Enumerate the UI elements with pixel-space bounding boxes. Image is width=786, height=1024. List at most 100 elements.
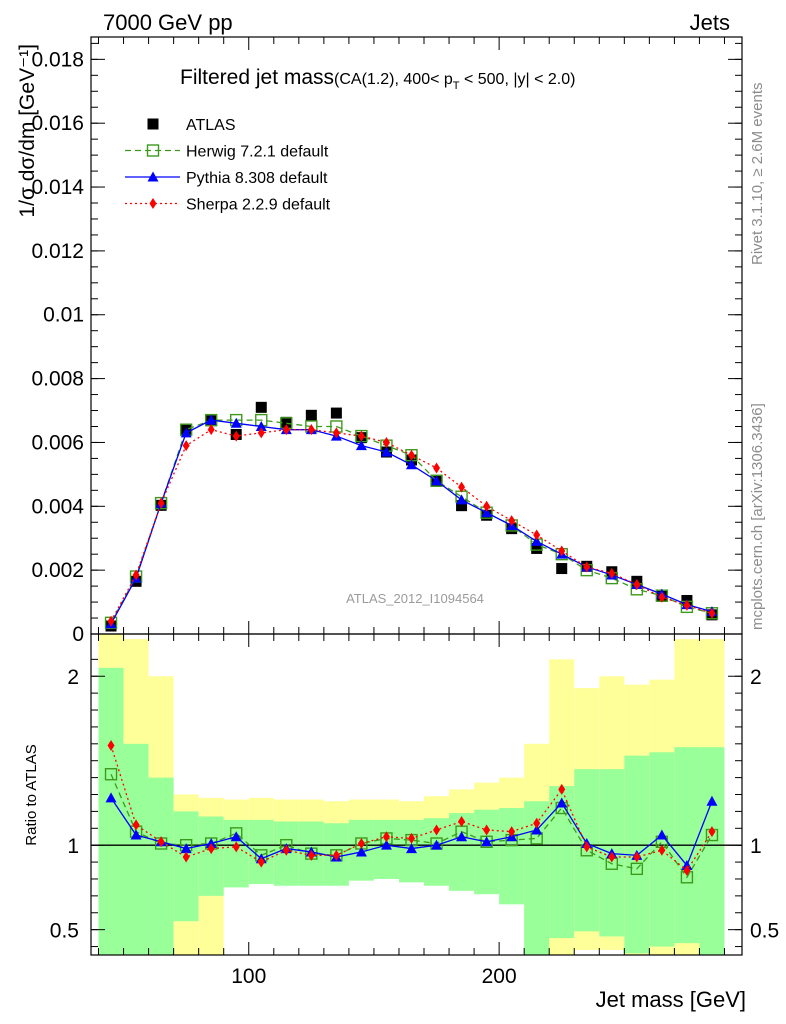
data-point <box>405 459 417 470</box>
main-series-group <box>104 401 719 632</box>
ratio-point <box>633 851 641 863</box>
data-point <box>132 569 140 581</box>
inner-band-bin <box>699 747 725 955</box>
data-point <box>483 500 491 512</box>
data-point <box>531 542 543 554</box>
y-tick-label: 0.018 <box>31 48 84 71</box>
ratio-series-group <box>91 740 742 884</box>
data-point <box>458 481 466 493</box>
ratio-tick-label-left: 1 <box>67 835 79 858</box>
inner-band-bin <box>549 786 575 939</box>
ratio-point <box>205 837 217 848</box>
ratio-point <box>107 740 115 752</box>
y-tick-label: 0.004 <box>31 495 84 518</box>
data-point <box>382 436 390 448</box>
data-point <box>708 607 716 619</box>
ratio-point <box>531 824 543 835</box>
ratio-point <box>458 816 466 828</box>
data-point <box>207 424 215 436</box>
chart-title: Filtered jet mass(CA(1.2), 400< pT < 500… <box>180 66 575 92</box>
data-point <box>157 497 165 509</box>
y-tick-label: 0.008 <box>31 368 84 391</box>
mcplots-label: mcplots.cern.ch [arXiv:1306.3436] <box>749 403 766 630</box>
legend-label: ATLAS <box>186 117 236 134</box>
ratio-point <box>282 844 290 856</box>
data-point <box>456 494 468 505</box>
inner-band-bin <box>148 777 174 955</box>
ratio-point <box>132 819 140 831</box>
ticks-group: 100 200 0 0.002 0.004 0.006 0.008 0.01 0.012 0.01… <box>31 37 779 988</box>
data-point <box>533 529 541 541</box>
data-point <box>508 515 516 527</box>
legend-marker <box>146 144 160 157</box>
data-point <box>107 615 115 627</box>
ratio-point <box>207 843 215 855</box>
ratio-point <box>355 846 367 857</box>
legend-marker <box>147 118 159 130</box>
ratio-point <box>380 839 392 850</box>
ratio-tick-label-left: 0.5 <box>50 920 79 943</box>
ratio-point <box>257 856 265 868</box>
data-point <box>282 424 290 436</box>
ratio-tick-label-right: 0.5 <box>750 920 779 943</box>
ratio-point <box>407 832 415 844</box>
ratio-point <box>483 824 491 836</box>
data-point <box>556 563 568 575</box>
ratio-point <box>232 841 240 853</box>
ratio-point <box>405 843 417 854</box>
data-point <box>481 507 493 518</box>
y-tick-label: 0.012 <box>31 240 84 263</box>
ratio-tick-label-right: 1 <box>750 835 762 858</box>
data-point <box>232 430 240 442</box>
ratio-point <box>508 826 516 838</box>
header-left: 7000 GeV pp <box>103 10 233 35</box>
data-point <box>433 462 441 474</box>
ratio-point <box>706 795 718 806</box>
chart-title-sub: (CA(1.2), 400< p <box>334 71 453 88</box>
ratio-point <box>533 817 541 829</box>
x-axis-label: Jet mass [GeV] <box>596 987 746 1012</box>
watermark-label: ATLAS_2012_I1094564 <box>346 591 484 606</box>
data-point <box>355 440 367 451</box>
inner-band-bin <box>223 819 249 888</box>
ratio-point <box>608 851 616 863</box>
data-point <box>380 446 392 457</box>
header-right: Jets <box>690 10 730 35</box>
ratio-point <box>382 831 390 843</box>
ratio-point <box>683 865 691 877</box>
data-point <box>583 561 591 573</box>
ratio-point <box>558 783 566 795</box>
ratio-point <box>332 849 340 861</box>
data-point <box>180 427 192 438</box>
chart-title-main: Filtered jet mass <box>180 66 334 89</box>
data-point <box>531 535 543 546</box>
ratio-y-axis-label: Ratio to ATLAS <box>23 744 40 845</box>
legend-label: Sherpa 2.2.9 default <box>186 197 331 214</box>
inner-band-bin <box>474 809 500 895</box>
ratio-point <box>431 839 443 850</box>
data-point <box>431 475 443 486</box>
y-tick-label: 0 <box>72 623 84 646</box>
legend-label: Herwig 7.2.1 default <box>186 144 329 161</box>
data-point <box>683 599 691 611</box>
data-point <box>357 430 365 442</box>
ratio-point <box>656 829 668 840</box>
data-point <box>205 414 217 425</box>
y-tick-label: 0.016 <box>31 112 84 135</box>
ratio-point <box>357 837 365 849</box>
ratio-point <box>708 826 716 838</box>
inner-band-bin <box>123 743 149 955</box>
data-point <box>332 427 340 439</box>
ratio-uncertainty-bands <box>98 634 725 955</box>
inner-band-bin <box>173 811 199 922</box>
data-point <box>257 427 265 439</box>
ratio-point <box>630 862 644 876</box>
data-point <box>456 500 468 512</box>
data-point <box>633 579 641 591</box>
legend-marker <box>149 198 157 209</box>
ratio-point <box>104 768 118 781</box>
ratio-point <box>180 843 192 854</box>
legend-marker <box>147 171 159 182</box>
inner-band-bin <box>499 808 525 905</box>
ratio-point <box>230 831 242 842</box>
